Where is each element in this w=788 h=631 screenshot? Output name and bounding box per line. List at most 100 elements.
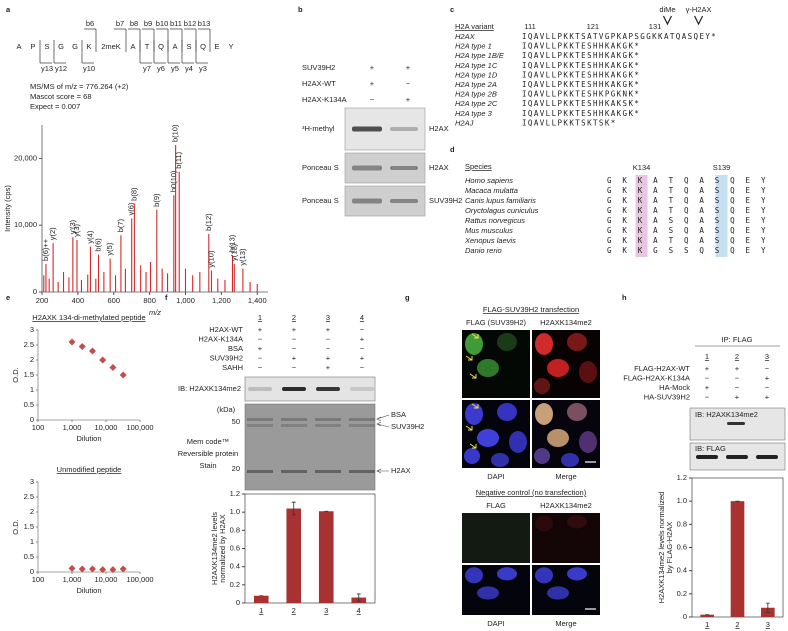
image-label: FLAG [486,501,506,510]
chart-title: H2AXK 134-di-methylated peptide [32,313,145,322]
row-label: H2AX-K134A [198,334,243,343]
sign: − [370,95,375,104]
panel-letter: b [298,5,303,14]
variant-name: H2A type 2A [455,80,497,89]
y-tick-label: 1.2 [230,489,240,498]
band [316,387,340,391]
panel-letter: f [165,293,168,302]
point [68,564,76,572]
y-tick-label: 0.8 [677,519,687,528]
stain-label: Stain [199,461,216,470]
y-tick-label: 0.5 [24,552,34,561]
y-tick-label: 1.0 [230,507,240,516]
species-name: Xenopus laevis [464,236,516,245]
chart-title: Unmodified peptide [57,465,122,474]
bar [286,508,302,603]
sign: − [765,383,770,392]
y-tick-label: 2.5 [24,492,34,501]
peak-label: y(4) [85,230,94,243]
row-label: SUV39H2 [210,353,243,362]
peak-label: b(10) [171,124,180,142]
row-label: H2AX-K134A [302,95,347,104]
peak-label: b(6)++ [41,238,50,261]
peak-label: y(12) [229,243,238,261]
sign: + [258,344,263,353]
sign: + [735,364,740,373]
band [696,455,718,459]
variant-sequence: IQAVLLPKKTESHHKAKGK* [522,80,640,89]
species-sequence: GKKATQASQEY [607,186,776,195]
lane-number: 1 [705,352,709,361]
x-axis-label: Dilution [76,434,101,443]
position-label: 111 [524,22,535,31]
y-tick-label: 1 [30,385,34,394]
band [727,422,745,425]
y-axis-label: by FLAG-H2AX [665,522,674,574]
band-label: SUV39H2 [391,422,424,431]
column-label: S139 [713,163,731,172]
residue: Y [228,42,233,51]
x-tick-label: 400 [72,296,85,305]
site-annotation: γ-H2AX [686,5,712,14]
point [109,364,117,371]
y-axis-label: H2AXK134me2 levels normalized [657,492,666,604]
bar [318,511,334,603]
column-label: K134 [633,163,651,172]
panel-letter: d [450,145,455,154]
x-tick-label: 200 [36,296,49,305]
variant-sequence: IQAVLLPKKTESHHKAKGK* [522,70,640,79]
image-label: Merge [555,472,576,481]
x-tick-label: 2 [292,606,296,615]
sign: + [370,79,375,88]
y-tick-label: 0 [683,612,687,621]
nucleus [579,431,597,453]
nucleus [477,586,499,600]
sign: − [258,334,263,343]
point [68,338,76,346]
variant-sequence: IQAVLLPKKTESHHKAKGK* [522,61,640,70]
species-name: Mus musculus [465,226,513,235]
sign: − [735,373,740,382]
band [756,455,778,459]
variant-sequence: IQAVLLPKKTESHHKAKGK* [522,109,640,118]
sign: − [292,334,297,343]
species-name: Rattus norvegicus [465,216,525,225]
band [349,418,375,421]
variant-name: H2A type 2C [455,99,498,108]
sign: − [292,363,297,372]
band [281,418,307,421]
band [247,470,273,473]
y-axis-label: O.D. [11,519,20,534]
nucleus [509,431,527,453]
residue: G [72,42,78,51]
residue: 2meK [101,42,121,51]
y-tick-label: 0.6 [677,542,687,551]
band [315,418,341,421]
nucleus [465,403,483,425]
peak-label: y(10) [206,250,215,268]
nucleus [491,453,509,467]
residue: S [186,42,191,51]
panel-letter: c [450,5,454,14]
sign: − [406,79,411,88]
y-tick-label: 1.0 [677,496,687,505]
b-ion: b13 [198,19,211,28]
nucleus [535,515,553,532]
x-tick-label: 1 [259,606,263,615]
y-tick-label: 0.6 [230,543,240,552]
lane-number: 3 [326,313,330,322]
point [99,566,107,574]
x-tick-label: 1,200 [212,296,231,305]
nucleus [477,429,499,447]
sign: + [360,353,365,362]
row-label: SAHH [222,363,243,372]
section-title: Negative control (no transfection) [476,488,587,497]
nucleus [497,567,517,581]
band [352,198,382,204]
peak-label: y(13) [238,248,247,266]
y-tick-label: 1 [30,537,34,546]
sign: + [326,325,331,334]
variant-sequence: IQAVLLPKKTESHKPGKNK* [522,90,640,99]
y-tick-label: 0.4 [677,566,687,575]
y-axis-label: normalized by H2AX [218,514,227,582]
